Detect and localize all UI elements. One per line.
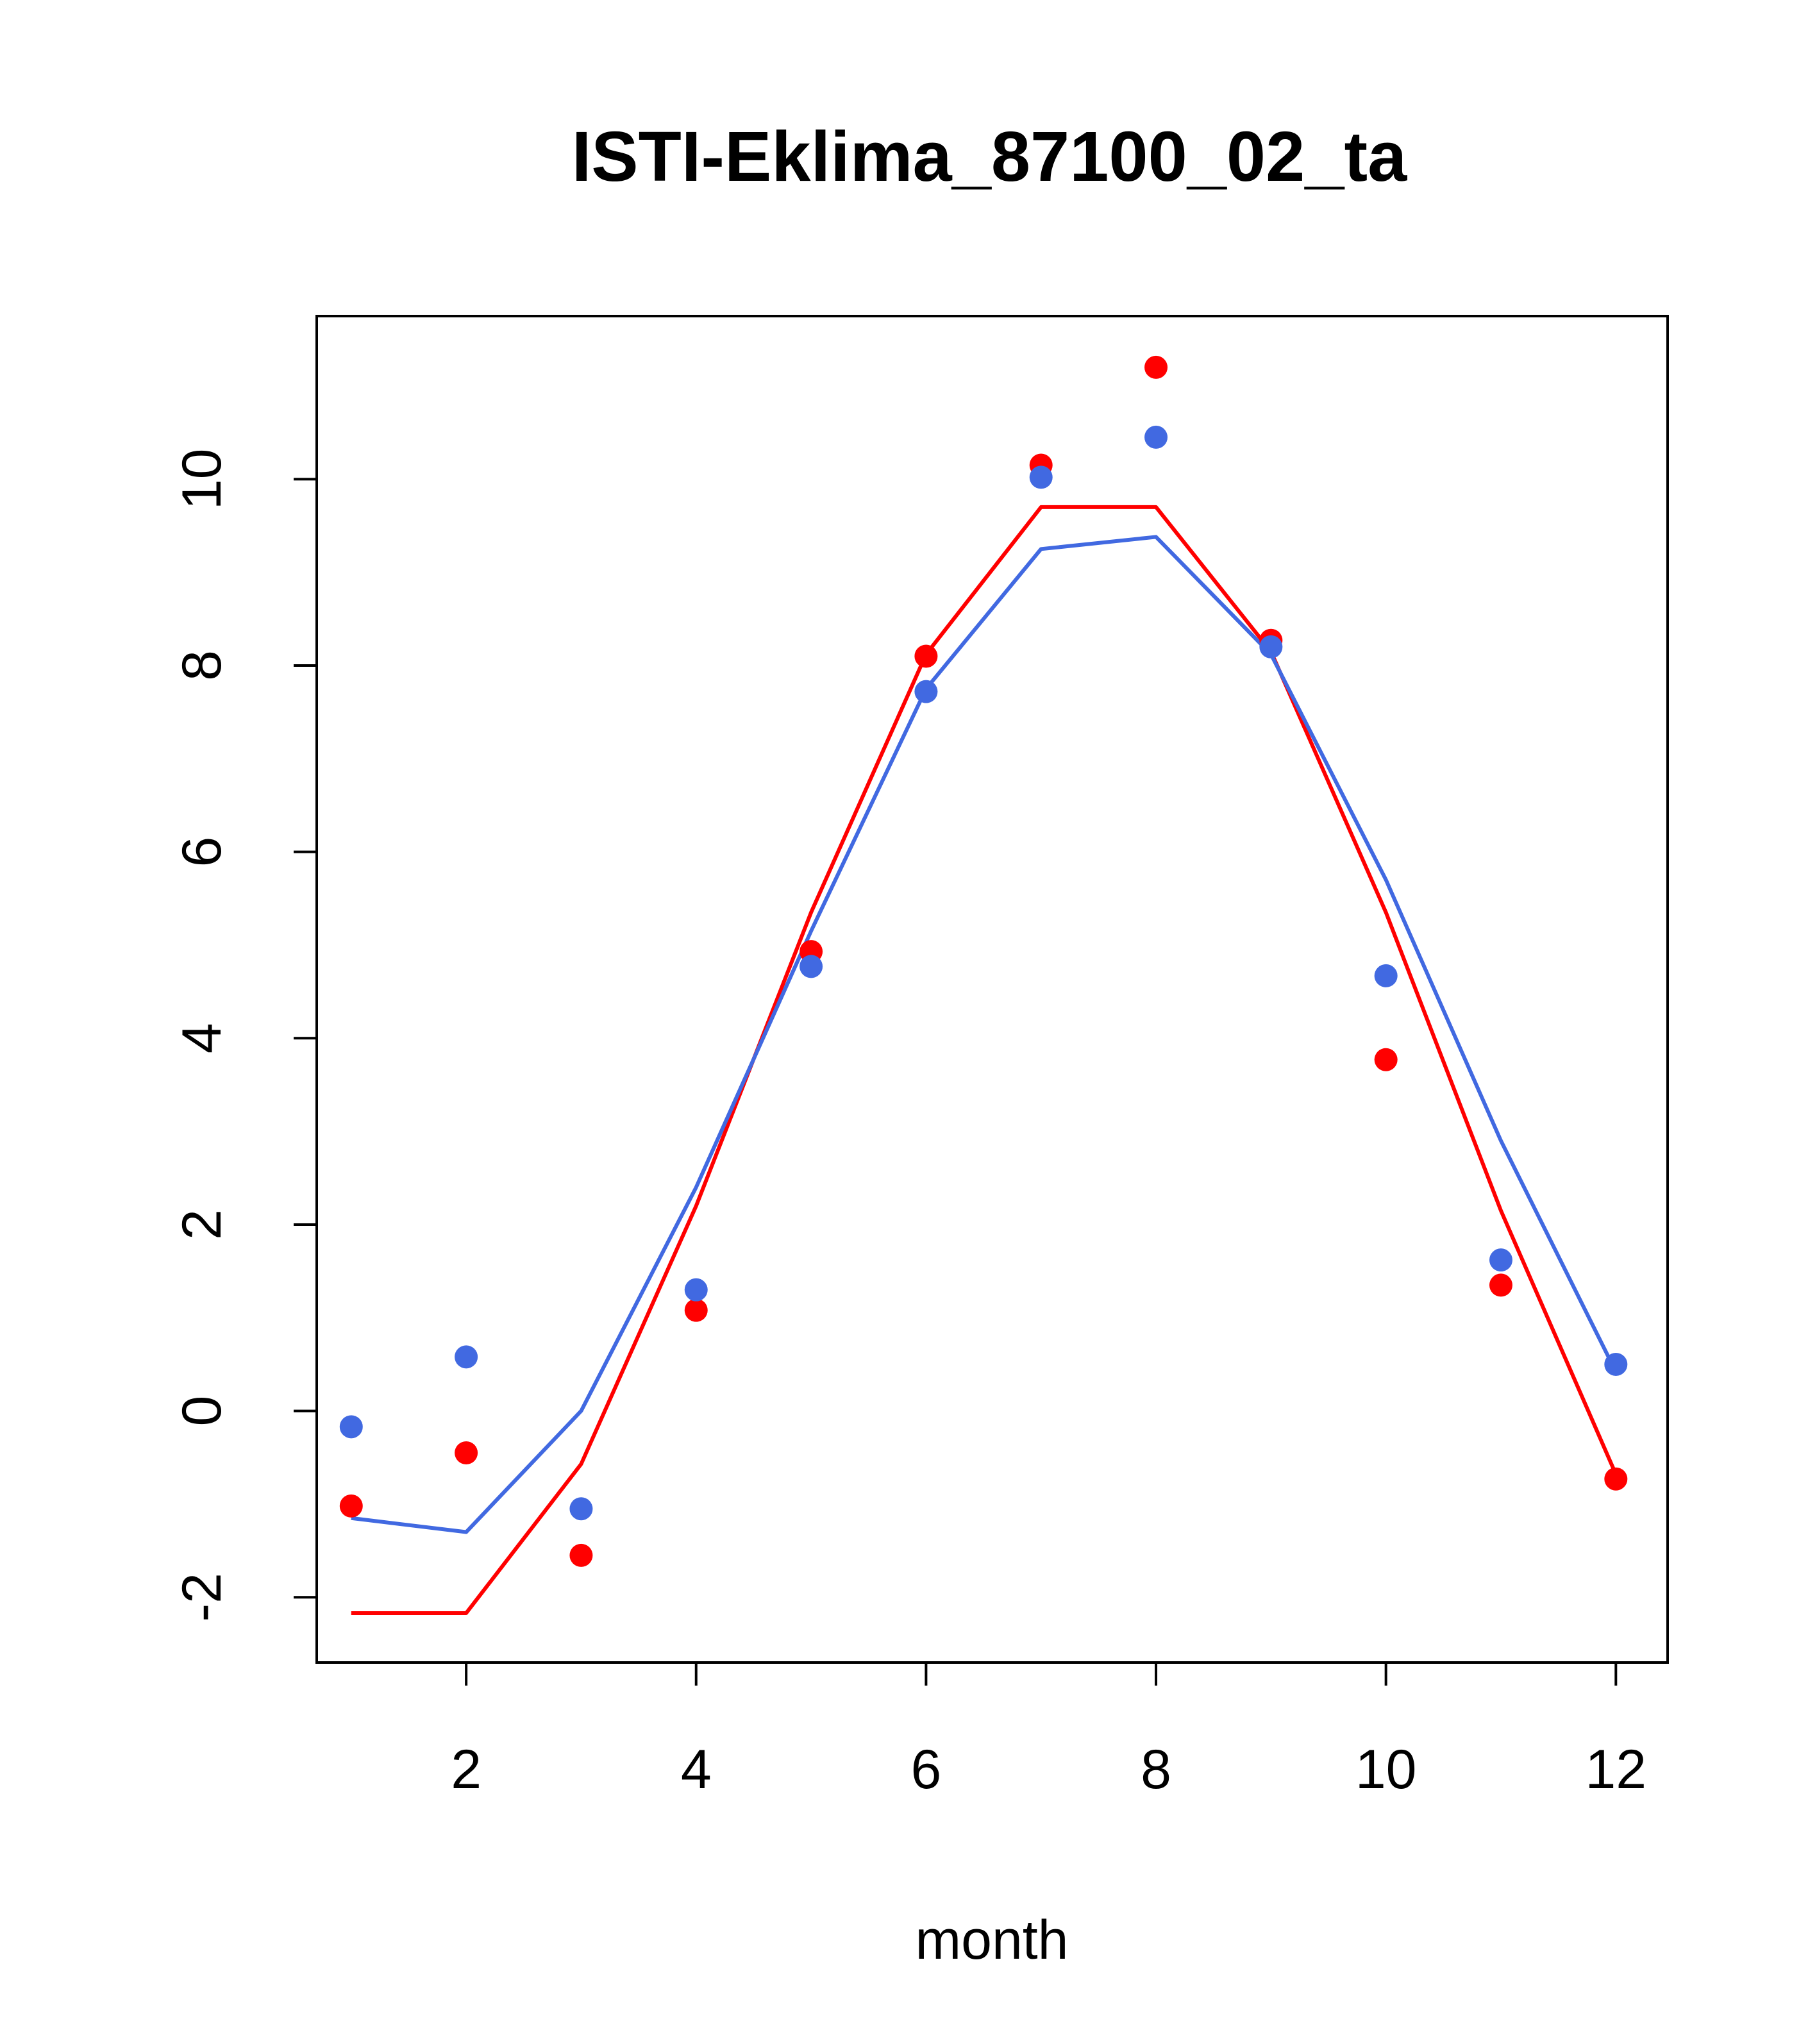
y-tick-label: 6 xyxy=(171,837,233,867)
series-2-point xyxy=(1604,1352,1628,1376)
x-tick-label: 10 xyxy=(1355,1739,1417,1800)
x-axis-label: month xyxy=(915,1909,1068,1971)
chart-title: ISTI-Eklima_87100_02_ta xyxy=(572,117,1407,196)
series-1-point xyxy=(569,1543,593,1567)
y-tick-label: 4 xyxy=(171,1023,233,1053)
series-2-point xyxy=(455,1345,478,1369)
series-1-point xyxy=(1604,1467,1628,1491)
y-tick-label: 8 xyxy=(171,650,233,681)
series-2-point xyxy=(1029,465,1053,489)
x-tick-label: 8 xyxy=(1141,1739,1171,1800)
series-2-point xyxy=(914,680,938,703)
series-2 xyxy=(351,535,1618,1534)
series-2-point xyxy=(1374,964,1398,987)
series-1-point xyxy=(1144,355,1168,379)
series-1-point xyxy=(455,1441,478,1465)
series-2-point xyxy=(569,1497,593,1521)
x-tick-label: 12 xyxy=(1585,1739,1646,1800)
y-tick-label: 2 xyxy=(171,1209,233,1240)
series-1-point xyxy=(339,1494,363,1518)
y-tick-label: 10 xyxy=(171,448,233,510)
x-tick-label: 6 xyxy=(910,1739,941,1800)
y-tick-label: 0 xyxy=(171,1396,233,1427)
y-axis: -2 0 2 4 6 8 10 xyxy=(171,448,318,1622)
y-tick-label: -2 xyxy=(171,1573,233,1621)
series-2-point xyxy=(684,1278,708,1302)
series-1-point xyxy=(1489,1273,1512,1297)
series-1 xyxy=(351,505,1618,1615)
series-2-point xyxy=(800,955,823,978)
x-tick-label: 4 xyxy=(681,1739,712,1800)
series-2-point xyxy=(1489,1248,1512,1272)
series-layer xyxy=(339,355,1628,1615)
series-2-point xyxy=(1144,425,1168,449)
x-tick-label: 2 xyxy=(451,1739,481,1800)
series-1-point xyxy=(914,644,938,668)
series-2-line xyxy=(351,535,1618,1534)
x-axis: 2 4 6 8 10 12 xyxy=(451,1661,1646,1800)
series-1-points xyxy=(339,355,1628,1567)
plot-frame xyxy=(315,315,1669,1664)
series-1-point xyxy=(1374,1048,1398,1071)
series-2-point xyxy=(339,1415,363,1439)
series-2-point xyxy=(1259,635,1283,658)
series-1-line xyxy=(351,505,1618,1615)
series-1-point xyxy=(684,1298,708,1322)
series-2-points xyxy=(339,425,1628,1521)
